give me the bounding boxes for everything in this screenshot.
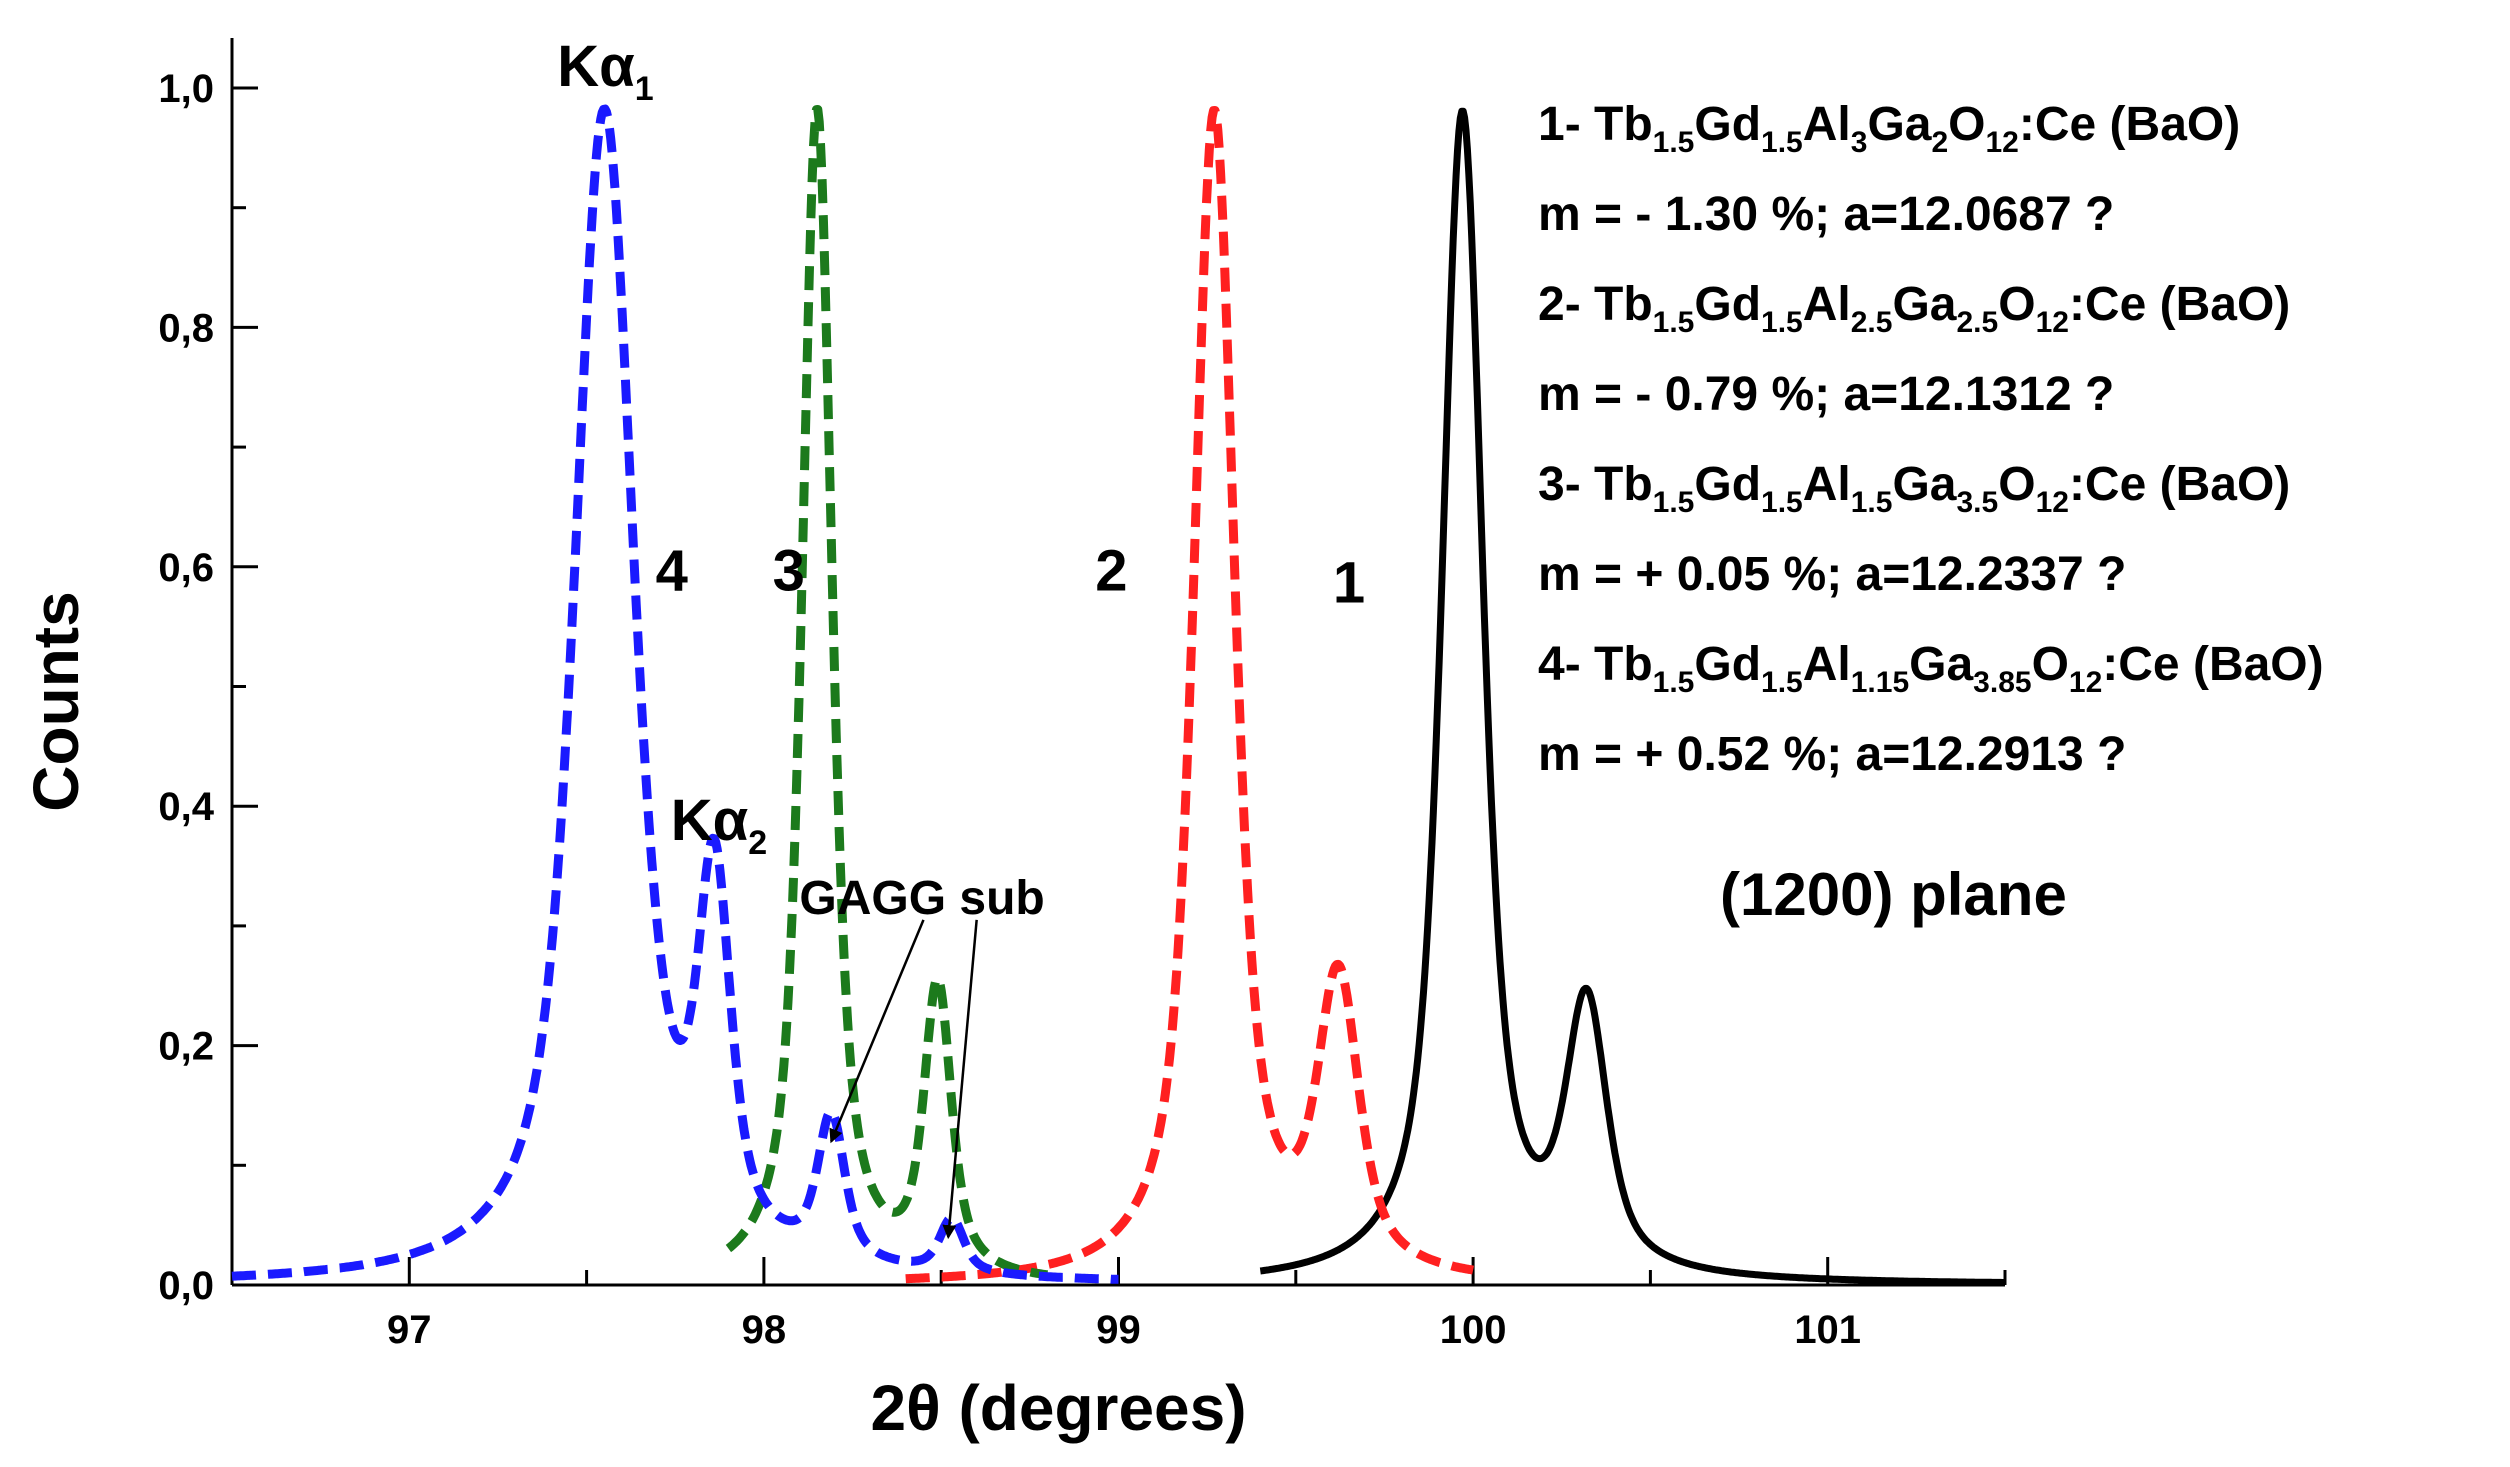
legend-formula-3: 3- Tb1.5Gd1.5Al1.5Ga3.5O12:Ce (BaO) [1538, 458, 2290, 519]
y-tick-label: 0,4 [158, 785, 214, 829]
x-tick-label: 100 [1440, 1308, 1507, 1352]
legend-params-2: m = - 0.79 %; a=12.1312 ? [1538, 368, 2114, 421]
data-series [228, 104, 2008, 1286]
legend-params-4: m = + 0.52 %; a=12.2913 ? [1538, 728, 2126, 781]
gagg-arrow-2 [942, 919, 978, 1240]
y-tick-label: 0,2 [158, 1025, 214, 1069]
x-tick-label: 99 [1096, 1308, 1141, 1352]
legend: 1- Tb1.5Gd1.5Al3Ga2O12:Ce (BaO) m = - 1.3… [1538, 98, 2324, 928]
series-2-line [902, 106, 1477, 1284]
x-tick-label: 101 [1794, 1308, 1861, 1352]
gagg-arrow-1 [829, 919, 925, 1144]
ka2-label: Kα2 [671, 788, 767, 862]
y-tick-label: 0,0 [158, 1264, 214, 1308]
legend-formula-2: 2- Tb1.5Gd1.5Al2.5Ga2.5O12:Ce (BaO) [1538, 278, 2290, 339]
curve-label-2: 2 [1095, 539, 1127, 604]
x-tick-label: 97 [387, 1308, 432, 1352]
x-axis-title: 2θ (degrees) [870, 1372, 1246, 1444]
series-4-line [228, 104, 1122, 1284]
legend-params-3: m = + 0.05 %; a=12.2337 ? [1538, 548, 2126, 601]
plane-label: (1200) plane [1720, 861, 2067, 928]
series-3-line [725, 105, 1051, 1280]
x-tick-label: 98 [742, 1308, 787, 1352]
legend-params-1: m = - 1.30 %; a=12.0687 ? [1538, 188, 2114, 241]
curve-label-1: 1 [1333, 551, 1365, 616]
y-tick-label: 1,0 [158, 67, 214, 111]
gagg-sub-label: GAGG sub [799, 872, 1044, 925]
legend-formula-4: 4- Tb1.5Gd1.5Al1.15Ga3.85O12:Ce (BaO) [1538, 638, 2324, 699]
curve-label-3: 3 [773, 539, 805, 604]
axes: 0,0 0,2 0,4 0,6 0,8 1,0 97 98 99 100 101 2θ (degree… [20, 38, 2007, 1444]
curve-label-4: 4 [656, 539, 688, 604]
y-tick-label: 0,8 [158, 306, 214, 350]
y-tick-label: 0,6 [158, 546, 214, 590]
ka1-label: Kα1 [557, 34, 653, 108]
annotations: 4 3 2 1 Kα1 Kα2 GAGG sub [557, 34, 1365, 1240]
legend-formula-1: 1- Tb1.5Gd1.5Al3Ga2O12:Ce (BaO) [1538, 98, 2240, 159]
y-axis-title: Counts [20, 591, 92, 811]
